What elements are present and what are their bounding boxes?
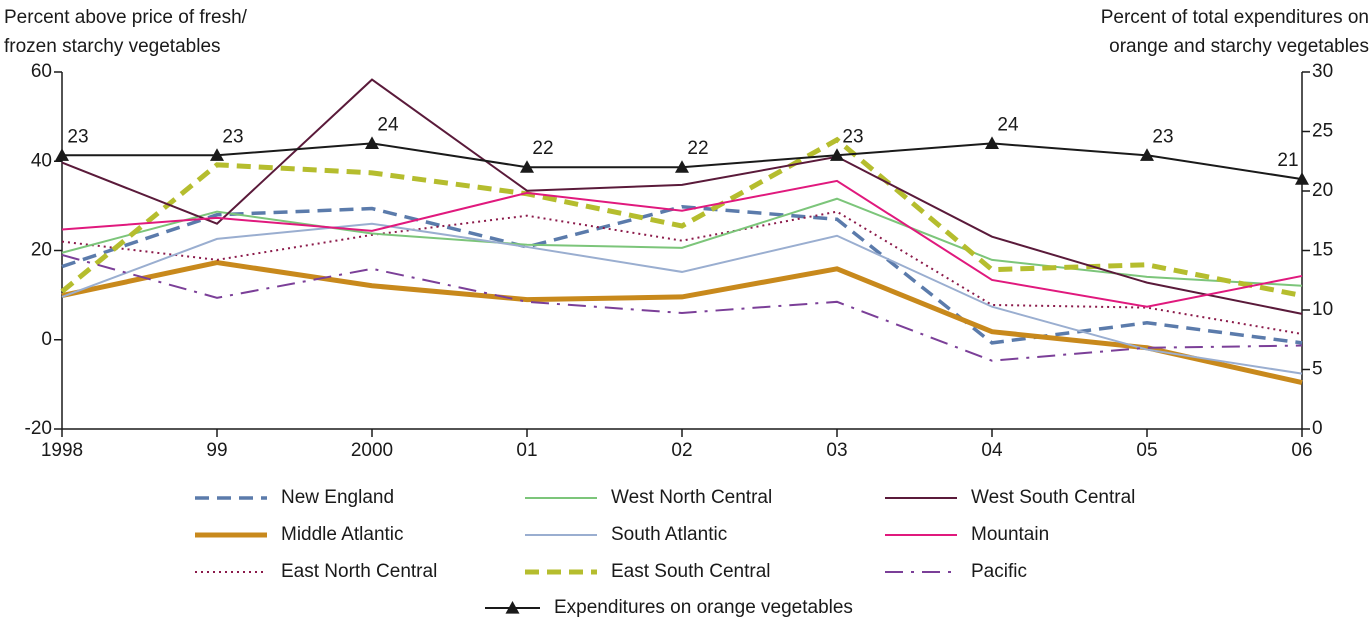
series-line (61, 197, 1303, 287)
legend-marker (505, 601, 520, 614)
data-label: 22 (687, 138, 708, 159)
y2-tick-label: 25 (1312, 121, 1333, 142)
y2-axis-label: Percent of total expenditures on (1101, 7, 1369, 28)
x-tick-label: 1998 (41, 440, 83, 461)
legend-label: Mountain (971, 524, 1049, 545)
series-line (61, 222, 1303, 375)
data-label: 22 (532, 138, 553, 159)
x-tick-label: 06 (1291, 440, 1312, 461)
marker (1295, 172, 1309, 185)
legend-label: New England (281, 487, 394, 508)
x-tick-label: 2000 (351, 440, 393, 461)
series-line (61, 204, 1303, 345)
y2-tick-label: 10 (1312, 299, 1333, 320)
series-line (61, 78, 1303, 315)
series-line (61, 260, 1303, 386)
legend-label: Pacific (971, 561, 1027, 582)
y2-axis-label: orange and starchy vegetables (1109, 36, 1369, 57)
legend-label: Expenditures on orange vegetables (554, 597, 853, 618)
marker (1140, 148, 1154, 161)
series-line (61, 253, 1303, 362)
legend-label: West North Central (611, 487, 772, 508)
y2-tick-label: 20 (1312, 180, 1333, 201)
marker (365, 136, 379, 149)
marker (210, 148, 224, 161)
marker (830, 148, 844, 161)
legend-label: Middle Atlantic (281, 524, 404, 545)
y2-tick-label: 30 (1312, 61, 1333, 82)
y-tick-label: 20 (31, 240, 52, 261)
series-line (61, 210, 1303, 335)
series-line (61, 179, 1303, 308)
data-label: 23 (222, 126, 243, 147)
data-label: 23 (1152, 126, 1173, 147)
y2-tick-label: 15 (1312, 240, 1333, 261)
data-label: 21 (1277, 150, 1298, 171)
data-label: 24 (377, 114, 399, 135)
data-label: 24 (997, 114, 1019, 135)
y-tick-label: 0 (41, 329, 52, 350)
data-label: 23 (67, 126, 88, 147)
data-label: 23 (842, 126, 863, 147)
y-tick-label: -20 (25, 418, 52, 439)
marker (520, 160, 534, 173)
x-tick-label: 01 (516, 440, 537, 461)
y-tick-label: 60 (31, 61, 52, 82)
legend-label: West South Central (971, 487, 1135, 508)
legend-label: South Atlantic (611, 524, 727, 545)
y-axis-label: Percent above price of fresh/ (4, 7, 248, 28)
y-tick-label: 40 (31, 150, 52, 171)
marker (675, 160, 689, 173)
legend-label: East North Central (281, 561, 437, 582)
x-tick-label: 02 (671, 440, 692, 461)
y-axis-label: frozen starchy vegetables (4, 36, 221, 57)
marker (985, 136, 999, 149)
marker (55, 148, 69, 161)
x-tick-label: 99 (206, 440, 227, 461)
x-tick-label: 03 (826, 440, 847, 461)
x-tick-label: 05 (1136, 440, 1157, 461)
y2-tick-label: 5 (1312, 359, 1323, 380)
x-tick-label: 04 (981, 440, 1003, 461)
y2-tick-label: 0 (1312, 418, 1323, 439)
legend-label: East South Central (611, 561, 770, 582)
